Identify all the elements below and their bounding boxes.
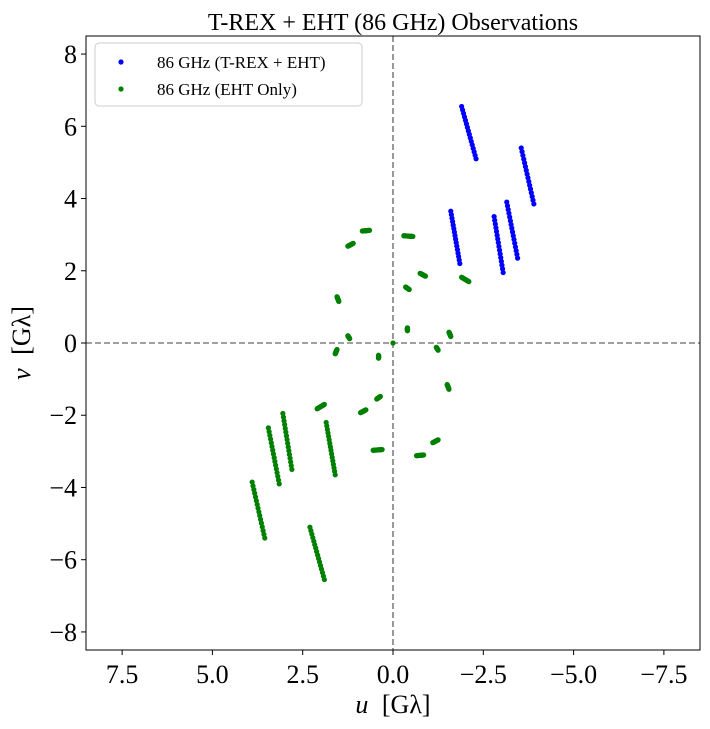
series-1	[249, 227, 472, 583]
data-point	[332, 351, 338, 357]
data-point	[374, 396, 380, 402]
y-tick-label: 8	[64, 40, 77, 69]
data-point	[265, 425, 271, 431]
legend-label-trex-eht: 86 GHz (T-REX + EHT)	[157, 53, 326, 72]
y-tick-label: −8	[49, 618, 77, 647]
data-point	[410, 233, 416, 240]
x-axis-label-unit: [Gλ]	[382, 690, 431, 719]
chart-title: T-REX + EHT (86 GHz) Observations	[208, 10, 578, 36]
data-point	[280, 410, 286, 417]
x-tick-label: 0.0	[377, 660, 410, 689]
x-tick-label: −7.5	[640, 660, 687, 689]
series-0	[448, 103, 537, 276]
data-point	[422, 273, 429, 279]
y-axis-ticks: 8 6 4 2 0 −2 −4 −6 −8	[49, 40, 86, 647]
data-point	[249, 479, 255, 485]
y-tick-label: −2	[49, 401, 77, 430]
data-point	[435, 347, 441, 353]
data-point	[515, 255, 521, 261]
data-point	[500, 269, 506, 276]
data-point	[531, 201, 537, 207]
data-point	[390, 340, 396, 346]
data-point	[347, 336, 353, 342]
data-point	[366, 227, 373, 233]
legend: 86 GHz (T-REX + EHT) 86 GHz (EHT Only)	[94, 42, 363, 107]
y-axis-label-unit: [Gλ]	[7, 306, 36, 355]
data-point	[350, 240, 356, 246]
data-point	[357, 410, 364, 416]
y-tick-label: 0	[64, 329, 77, 358]
data-point	[314, 406, 320, 412]
y-tick-label: −4	[49, 473, 77, 502]
data-points	[249, 103, 537, 583]
data-point	[446, 386, 452, 392]
data-point	[466, 279, 472, 285]
y-axis-label: v [Gλ]	[7, 306, 36, 380]
x-tick-label: 2.5	[286, 660, 319, 689]
data-point	[421, 452, 427, 458]
legend-marker-trex-eht	[118, 59, 124, 65]
data-point	[404, 328, 411, 334]
data-point	[375, 355, 382, 361]
y-tick-label: −6	[49, 546, 77, 575]
data-point	[448, 333, 454, 340]
x-tick-label: 7.5	[106, 660, 139, 689]
legend-box	[94, 42, 363, 107]
data-point	[323, 419, 329, 426]
data-point	[370, 447, 376, 453]
x-axis-label-main: u	[355, 690, 368, 719]
y-axis-label-main: v	[7, 368, 36, 380]
y-tick-label: 6	[64, 112, 77, 141]
legend-marker-eht-only	[118, 86, 124, 92]
data-point	[307, 524, 313, 530]
x-tick-label: 5.0	[196, 660, 229, 689]
x-tick-label: −2.5	[460, 660, 507, 689]
data-point	[336, 298, 342, 305]
x-axis-label: u [Gλ]	[355, 690, 430, 719]
data-point	[457, 260, 463, 267]
y-tick-label: 2	[64, 257, 77, 286]
data-point	[435, 437, 441, 443]
legend-label-eht-only: 86 GHz (EHT Only)	[157, 80, 297, 99]
x-tick-label: −5.0	[550, 660, 597, 689]
data-point	[406, 286, 412, 293]
y-tick-label: 4	[64, 185, 77, 214]
data-point	[473, 156, 479, 162]
x-axis-ticks: 7.5 5.0 2.5 0.0 −2.5 −5.0 −7.5	[106, 650, 687, 689]
